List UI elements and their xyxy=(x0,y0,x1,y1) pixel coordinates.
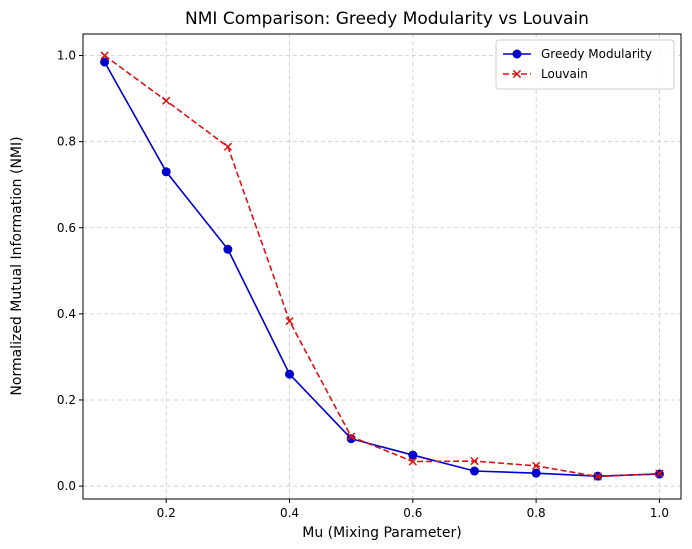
data-point xyxy=(593,472,602,481)
chart-title: NMI Comparison: Greedy Modularity vs Lou… xyxy=(185,9,589,29)
x-tick-label: 0.6 xyxy=(403,506,422,520)
legend-marker xyxy=(512,49,522,59)
series-line-louvain xyxy=(104,54,660,478)
data-point xyxy=(531,468,541,478)
data-point xyxy=(531,461,541,470)
series-line-greedy-modularity xyxy=(103,61,660,477)
data-point xyxy=(223,244,233,254)
y-tick-label: 0.2 xyxy=(57,393,76,407)
y-tick-label: 0.4 xyxy=(57,307,76,321)
data-point xyxy=(285,369,295,379)
data-point xyxy=(285,317,294,326)
y-tick-label: 1.0 xyxy=(57,49,76,63)
data-point xyxy=(347,432,356,441)
data-point xyxy=(408,457,417,466)
x-axis-title: Mu (Mixing Parameter) xyxy=(302,525,462,541)
legend-marker xyxy=(512,69,522,79)
grid-lines xyxy=(83,34,681,499)
data-point xyxy=(470,456,479,466)
legend: Greedy Modularity Louvain xyxy=(495,39,675,90)
data-point xyxy=(161,167,171,177)
legend-label: Greedy Modularity xyxy=(541,47,652,61)
legend-box xyxy=(495,39,675,90)
data-point xyxy=(655,469,664,478)
legend-label: Louvain xyxy=(541,67,588,81)
series-greedy-modularity xyxy=(100,57,664,481)
data-point xyxy=(469,466,479,476)
x-tick-label: 0.8 xyxy=(527,506,546,520)
data-point xyxy=(100,57,110,67)
x-axis-ticks: 0.2 0.4 0.6 0.8 1.0 xyxy=(157,499,669,520)
series-louvain xyxy=(100,51,664,481)
data-point xyxy=(100,51,109,60)
x-tick-label: 0.2 xyxy=(157,506,176,520)
plot-area-frame xyxy=(82,33,682,500)
data-point xyxy=(162,96,171,105)
legend-item-louvain: Louvain xyxy=(503,67,588,81)
legend-item-greedy-modularity: Greedy Modularity xyxy=(503,47,652,61)
x-tick-label: 0.4 xyxy=(280,506,299,520)
data-point xyxy=(223,142,233,151)
y-axis-ticks: 0.0 0.2 0.4 0.6 0.8 1.0 xyxy=(57,49,83,493)
y-axis-title: Normalized Mutual Information (NMI) xyxy=(9,136,25,395)
y-tick-label: 0.6 xyxy=(57,221,76,235)
y-tick-label: 0.8 xyxy=(57,135,76,149)
series-lines xyxy=(100,51,664,481)
x-tick-label: 1.0 xyxy=(650,506,669,520)
y-tick-label: 0.0 xyxy=(57,479,76,493)
data-point xyxy=(408,450,418,460)
